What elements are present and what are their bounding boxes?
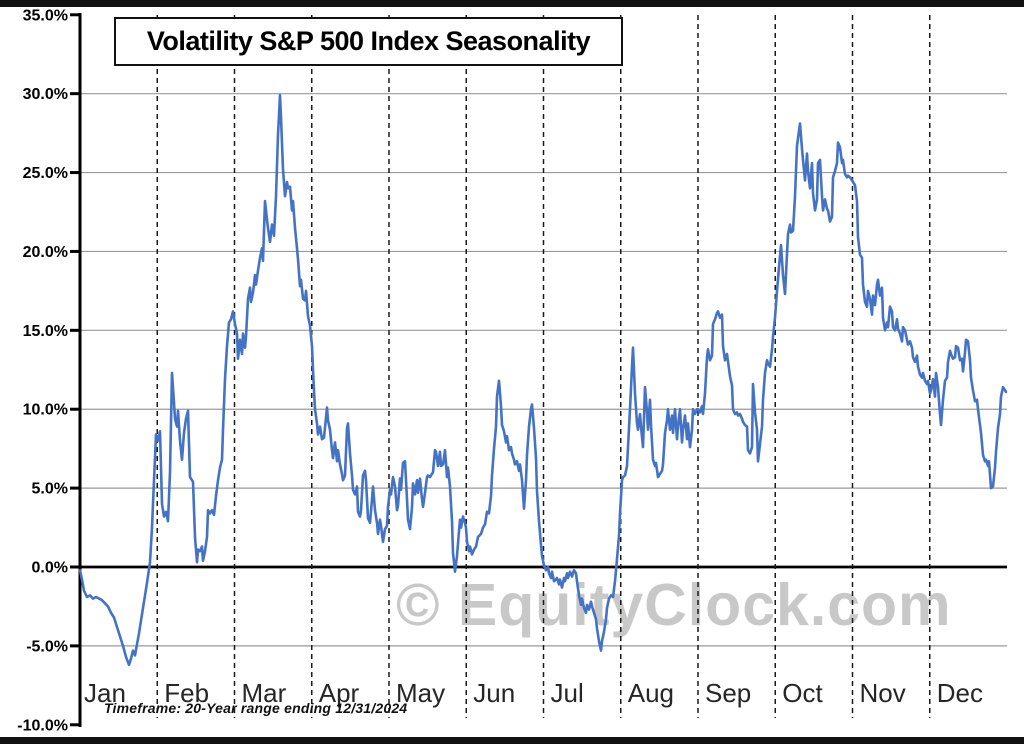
y-axis-label: -5.0% [26,638,68,655]
y-axis-label: 0.0% [32,560,68,577]
chart-title-box: Volatility S&P 500 Index Seasonality [114,17,623,66]
x-axis-label: Jan [84,678,126,708]
x-axis-label: Nov [860,678,906,708]
x-axis-label: Sep [705,678,751,708]
x-axis-label: May [396,678,445,708]
seasonality-series-line [78,93,1008,667]
x-axis-label: Oct [782,678,823,708]
y-axis-label: 35.0% [23,7,68,24]
x-axis-label: Feb [164,678,209,708]
x-axis-label: Apr [319,678,360,708]
y-axis-label: 25.0% [23,165,68,182]
bottom-border-strip [0,737,1024,744]
chart-title: Volatility S&P 500 Index Seasonality [146,26,591,56]
x-axis-label: Jul [551,678,584,708]
y-axis-label: -10.0% [17,717,68,734]
x-axis-label: Mar [242,678,287,708]
top-border-strip [0,0,1024,7]
y-axis-label: 15.0% [23,323,68,340]
y-axis-label: 30.0% [23,86,68,103]
x-axis-label: Jun [473,678,515,708]
y-axis-label: 20.0% [23,244,68,261]
timeframe-footnote: Timeframe: 20-Year range ending 12/31/20… [104,700,408,716]
x-axis-label: Aug [628,678,674,708]
y-axis-label: 5.0% [32,481,68,498]
x-axis-label: Dec [937,678,983,708]
y-axis-label: 10.0% [23,402,68,419]
equityclock-watermark: © EquityClock.com [396,572,952,638]
